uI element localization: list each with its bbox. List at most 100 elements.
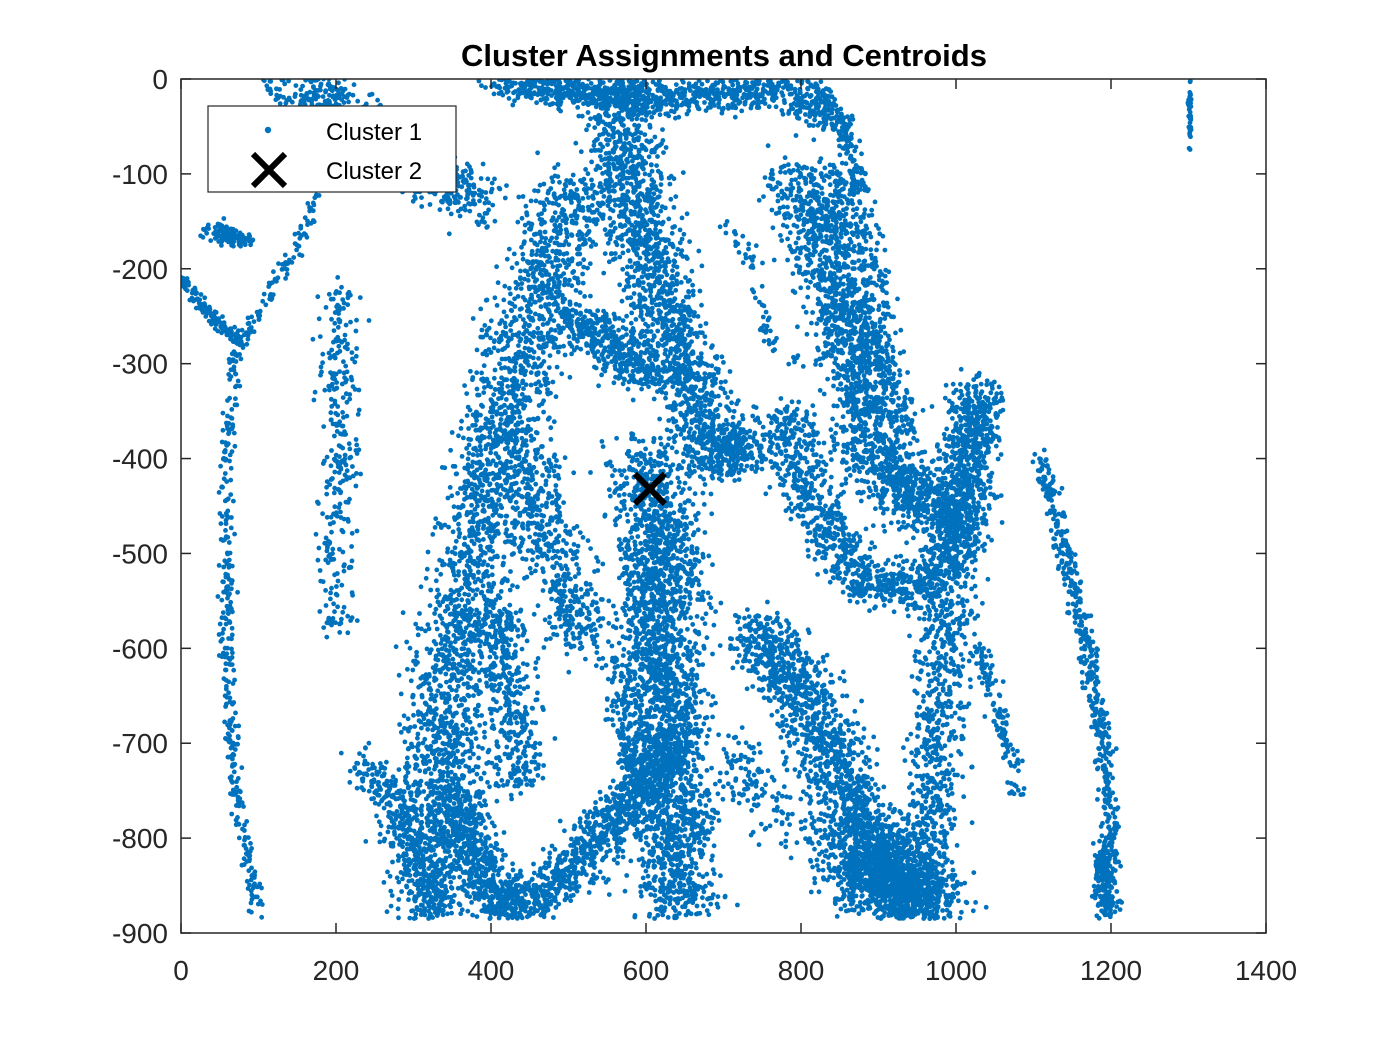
cluster-1-point	[699, 302, 704, 308]
cluster-1-point	[386, 783, 392, 789]
cluster-1-point	[298, 101, 303, 107]
cluster-1-point	[481, 770, 487, 776]
cluster-1-point	[222, 719, 228, 725]
cluster-1-point	[459, 658, 465, 663]
cluster-1-point	[522, 268, 528, 274]
cluster-1-point	[346, 91, 352, 97]
cluster-1-point	[419, 694, 425, 700]
cluster-1-point	[405, 817, 411, 823]
cluster-1-point	[411, 701, 416, 707]
cluster-1-point	[245, 332, 250, 338]
cluster-1-point	[470, 652, 476, 658]
cluster-1-point	[429, 880, 435, 886]
cluster-1-point	[479, 370, 484, 376]
cluster-1-point	[445, 495, 451, 501]
cluster-1-point	[467, 755, 473, 761]
cluster-1-point	[239, 340, 244, 345]
cluster-1-point	[590, 239, 596, 245]
cluster-1-point	[310, 200, 316, 206]
cluster-1-point	[416, 712, 421, 717]
cluster-1-point	[404, 639, 410, 645]
cluster-1-point	[451, 763, 456, 769]
cluster-1-point	[220, 410, 226, 416]
cluster-1-point	[503, 333, 509, 339]
cluster-1-point	[229, 407, 235, 412]
cluster-1-point	[410, 797, 416, 803]
cluster-1-point	[382, 836, 388, 842]
cluster-1-point	[523, 321, 528, 326]
cluster-1-point	[426, 916, 431, 921]
cluster-1-point	[225, 534, 231, 540]
cluster-1-point	[460, 758, 466, 763]
cluster-1-point	[240, 826, 245, 832]
cluster-1-point	[474, 849, 479, 854]
cluster-1-point	[453, 616, 458, 622]
cluster-1-point	[482, 721, 488, 726]
cluster-1-point	[464, 413, 470, 418]
cluster-1-point	[232, 531, 238, 537]
cluster-1-point	[474, 370, 480, 376]
cluster-1-point	[478, 578, 484, 584]
cluster-1-point	[573, 288, 579, 293]
cluster-1-point	[287, 97, 293, 103]
cluster-1-point	[474, 219, 480, 225]
cluster-1-point	[546, 200, 552, 206]
cluster-1-point	[243, 236, 249, 241]
cluster-1-point	[396, 767, 402, 772]
cluster-1-point	[192, 297, 198, 303]
cluster-1-point	[260, 298, 266, 304]
cluster-1-point	[203, 314, 209, 319]
cluster-1-point	[483, 190, 489, 195]
cluster-1-point	[228, 367, 234, 373]
cluster-1-point	[442, 700, 448, 705]
cluster-1-point	[469, 900, 474, 905]
cluster-1-point	[197, 297, 203, 303]
cluster-1-point	[235, 589, 241, 595]
cluster-1-point	[690, 292, 696, 298]
cluster-1-point	[397, 722, 402, 727]
cluster-1-point	[242, 834, 248, 840]
cluster-1-point	[248, 841, 253, 846]
cluster-1-point	[371, 765, 377, 770]
cluster-1-point	[261, 79, 267, 84]
cluster-1-point	[474, 771, 480, 777]
cluster-1-point	[245, 336, 251, 342]
cluster-1-point	[404, 760, 410, 766]
cluster-1-point	[409, 843, 415, 849]
cluster-1-point	[490, 859, 495, 864]
cluster-1-point	[305, 222, 310, 228]
cluster-1-point	[519, 401, 525, 407]
cluster-1-point	[283, 261, 289, 267]
cluster-1-point	[559, 371, 565, 377]
cluster-1-point	[229, 632, 235, 638]
cluster-1-point	[212, 225, 218, 230]
cluster-1-point	[229, 328, 234, 334]
cluster-1-point	[448, 447, 453, 453]
cluster-1-point	[523, 395, 528, 400]
cluster-1-point	[438, 841, 443, 847]
cluster-1-point	[535, 150, 540, 156]
cluster-1-point	[291, 255, 297, 260]
cluster-1-point	[376, 769, 382, 775]
cluster-1-point	[477, 443, 483, 449]
cluster-1-point	[367, 92, 372, 98]
cluster-1-point	[458, 803, 464, 808]
cluster-1-point	[464, 391, 470, 396]
cluster-1-point	[234, 383, 239, 389]
cluster-1-point	[223, 574, 229, 580]
cluster-1-point	[493, 387, 498, 392]
cluster-1-point	[481, 537, 486, 542]
cluster-1-point	[443, 654, 449, 660]
cluster-1-point	[221, 626, 227, 632]
cluster-1-point	[377, 831, 383, 837]
cluster-1-point	[498, 395, 504, 401]
cluster-1-point	[541, 181, 547, 187]
cluster-1-point	[470, 459, 476, 465]
cluster-1-point	[498, 502, 503, 508]
cluster-1-point	[420, 759, 426, 764]
cluster-1-point	[323, 88, 329, 94]
cluster-1-point	[217, 621, 223, 627]
cluster-1-point	[432, 852, 438, 858]
cluster-1-point	[509, 265, 515, 271]
cluster-1-point	[419, 825, 425, 831]
